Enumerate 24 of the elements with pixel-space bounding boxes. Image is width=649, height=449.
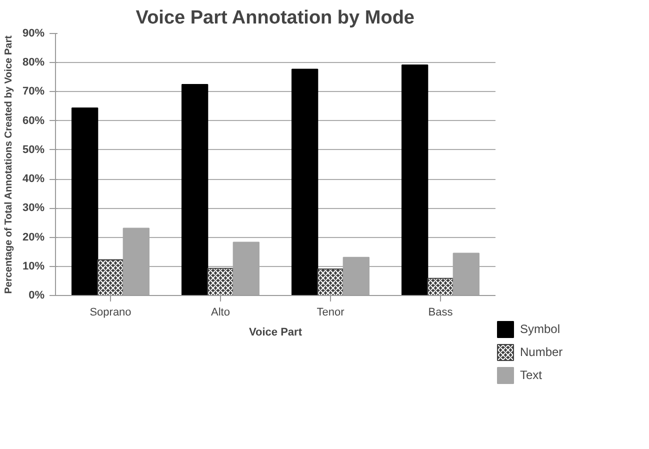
- legend-label: Symbol: [520, 322, 560, 336]
- y-tick-label: 10%: [22, 260, 45, 272]
- legend-label: Number: [520, 345, 563, 359]
- y-tick-label: 50%: [22, 144, 45, 156]
- y-tick-label: 30%: [22, 202, 45, 214]
- x-tick-label: Soprano: [90, 306, 132, 318]
- x-tick-label: Bass: [428, 306, 454, 318]
- y-tick-label: 90%: [22, 28, 45, 40]
- y-axis-title: Percentage of Total Annotations Created by Voice Part: [3, 34, 14, 294]
- x-tick-label: Alto: [211, 306, 230, 318]
- chart-title: Voice Part Annotation by Mode: [136, 8, 414, 28]
- y-tick-label: 40%: [22, 173, 45, 186]
- x-tick-label: Tenor: [316, 306, 345, 318]
- y-tick-label: 0%: [28, 290, 45, 302]
- y-tick-label: 80%: [22, 56, 45, 69]
- y-tick-label: 20%: [22, 231, 45, 244]
- legend-label: Text: [520, 368, 542, 382]
- y-tick-label: 60%: [22, 114, 45, 127]
- bar: [292, 68, 318, 296]
- x-axis-title: Voice Part: [249, 326, 302, 338]
- y-tick-label: 70%: [22, 86, 45, 98]
- bar: [72, 108, 98, 296]
- bar: [182, 84, 208, 296]
- bar: [402, 64, 428, 296]
